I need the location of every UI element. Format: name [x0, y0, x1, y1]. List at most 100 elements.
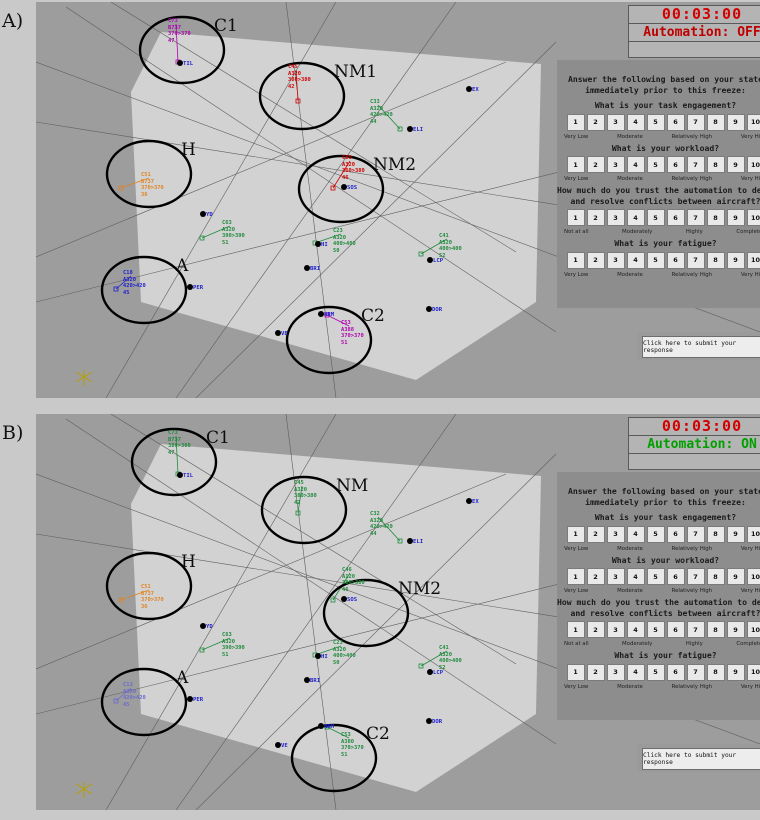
rating-option-7[interactable]: 7: [686, 525, 705, 543]
rating-option-7[interactable]: 7: [686, 156, 705, 174]
aircraft-datablock[interactable]: C23 A320 400>400 50: [333, 640, 356, 666]
waypoint-label-eli[interactable]: ELI: [413, 539, 424, 545]
waypoint-label-bri[interactable]: BRI: [310, 266, 321, 272]
submit-response-button[interactable]: Click here to submit your response: [642, 748, 760, 770]
rating-option-5[interactable]: 5: [646, 156, 665, 174]
rating-option-2[interactable]: 2: [586, 525, 605, 543]
rating-option-8[interactable]: 8: [706, 156, 725, 174]
rating-option-5[interactable]: 5: [646, 663, 665, 681]
rating-option-6[interactable]: 6: [666, 113, 685, 131]
rating-option-10[interactable]: 10: [746, 525, 760, 543]
rating-option-6[interactable]: 6: [666, 621, 685, 639]
aircraft-datablock[interactable]: C32 A320 420>420 44: [370, 511, 393, 537]
rating-option-7[interactable]: 7: [686, 113, 705, 131]
rating-option-4[interactable]: 4: [626, 568, 645, 586]
aircraft-datablock[interactable]: C53 A380 370>370 51: [341, 732, 364, 758]
rating-option-3[interactable]: 3: [606, 209, 625, 227]
rating-option-1[interactable]: 1: [566, 621, 585, 639]
aircraft-datablock[interactable]: C46 A120 380>380 46: [342, 567, 365, 593]
radar-scope[interactable]: C1 NM1 H NM2 A C2 C73 B737 370>370 47 C45 A320 …: [36, 2, 760, 398]
rating-option-9[interactable]: 9: [726, 156, 745, 174]
aircraft-datablock[interactable]: C51 B737 370>370 36: [141, 172, 164, 198]
aircraft-datablock[interactable]: C23 A320 400>400 50: [333, 228, 356, 254]
rating-option-9[interactable]: 9: [726, 113, 745, 131]
rating-option-6[interactable]: 6: [666, 251, 685, 269]
rating-option-10[interactable]: 10: [746, 663, 760, 681]
rating-option-5[interactable]: 5: [646, 209, 665, 227]
rating-option-8[interactable]: 8: [706, 621, 725, 639]
rating-option-9[interactable]: 9: [726, 525, 745, 543]
waypoint-label-ex[interactable]: EX: [472, 499, 479, 505]
waypoint-label-nrm[interactable]: NRM: [324, 724, 335, 730]
rating-option-3[interactable]: 3: [606, 568, 625, 586]
rating-option-8[interactable]: 8: [706, 113, 725, 131]
rating-option-2[interactable]: 2: [586, 621, 605, 639]
waypoint-label-sos[interactable]: SOS: [347, 185, 358, 191]
rating-option-4[interactable]: 4: [626, 156, 645, 174]
rating-option-7[interactable]: 7: [686, 568, 705, 586]
waypoint-label-eli[interactable]: ELI: [413, 127, 424, 133]
rating-option-5[interactable]: 5: [646, 113, 665, 131]
rating-option-7[interactable]: 7: [686, 621, 705, 639]
rating-option-9[interactable]: 9: [726, 621, 745, 639]
rating-option-2[interactable]: 2: [586, 251, 605, 269]
rating-option-1[interactable]: 1: [566, 663, 585, 681]
rating-option-1[interactable]: 1: [566, 525, 585, 543]
aircraft-datablock[interactable]: C41 A320 400>400 52: [439, 233, 462, 259]
rating-option-4[interactable]: 4: [626, 621, 645, 639]
rating-option-8[interactable]: 8: [706, 663, 725, 681]
rating-option-2[interactable]: 2: [586, 568, 605, 586]
rating-option-8[interactable]: 8: [706, 568, 725, 586]
aircraft-datablock[interactable]: C80 A320 360>380 46: [342, 155, 365, 181]
waypoint-label-yd[interactable]: YD: [206, 624, 213, 630]
waypoint-label-ve[interactable]: VE: [281, 743, 288, 749]
rating-option-7[interactable]: 7: [686, 251, 705, 269]
aircraft-datablock[interactable]: C41 A320 400>400 52: [439, 645, 462, 671]
rating-option-8[interactable]: 8: [706, 209, 725, 227]
rating-option-6[interactable]: 6: [666, 568, 685, 586]
rating-option-9[interactable]: 9: [726, 209, 745, 227]
rating-option-6[interactable]: 6: [666, 663, 685, 681]
waypoint-label-per[interactable]: PER: [193, 697, 204, 703]
rating-option-5[interactable]: 5: [646, 568, 665, 586]
waypoint-label-dor[interactable]: DOR: [432, 719, 443, 725]
rating-option-4[interactable]: 4: [626, 663, 645, 681]
waypoint-label-ex[interactable]: EX: [472, 87, 479, 93]
aircraft-datablock[interactable]: C18 A320 420>420 45: [123, 270, 146, 296]
rating-option-3[interactable]: 3: [606, 663, 625, 681]
aircraft-datablock[interactable]: C45 A320 380>380 42: [294, 480, 317, 506]
rating-option-1[interactable]: 1: [566, 156, 585, 174]
rating-option-1[interactable]: 1: [566, 251, 585, 269]
rating-option-7[interactable]: 7: [686, 663, 705, 681]
rating-option-4[interactable]: 4: [626, 113, 645, 131]
aircraft-datablock[interactable]: C13 A320 420>420 45: [123, 682, 146, 708]
rating-option-10[interactable]: 10: [746, 113, 760, 131]
rating-option-3[interactable]: 3: [606, 113, 625, 131]
rating-option-6[interactable]: 6: [666, 209, 685, 227]
aircraft-datablock[interactable]: C73 B737 370>370 47: [168, 18, 191, 44]
rating-option-10[interactable]: 10: [746, 209, 760, 227]
rating-option-6[interactable]: 6: [666, 525, 685, 543]
rating-option-9[interactable]: 9: [726, 251, 745, 269]
rating-option-1[interactable]: 1: [566, 568, 585, 586]
waypoint-label-lcp[interactable]: LCP: [433, 258, 444, 264]
aircraft-datablock[interactable]: C33 A320 420>420 44: [370, 99, 393, 125]
rating-option-5[interactable]: 5: [646, 251, 665, 269]
submit-response-button[interactable]: Click here to submit your response: [642, 336, 760, 358]
aircraft-datablock[interactable]: C63 A320 390>390 51: [222, 632, 245, 658]
waypoint-label-bri[interactable]: BRI: [310, 678, 321, 684]
radar-scope[interactable]: C1 NM H NM2 A C2 C73 B737 380>380 47 C45 A320 3…: [36, 414, 760, 810]
rating-option-9[interactable]: 9: [726, 663, 745, 681]
rating-option-3[interactable]: 3: [606, 251, 625, 269]
aircraft-datablock[interactable]: C53 A388 370>370 51: [341, 320, 364, 346]
rating-option-4[interactable]: 4: [626, 209, 645, 227]
rating-option-8[interactable]: 8: [706, 251, 725, 269]
rating-option-4[interactable]: 4: [626, 251, 645, 269]
rating-option-2[interactable]: 2: [586, 156, 605, 174]
waypoint-label-til[interactable]: TIL: [183, 61, 194, 67]
rating-option-7[interactable]: 7: [686, 209, 705, 227]
waypoint-label-til[interactable]: TIL: [183, 473, 194, 479]
waypoint-label-lcp[interactable]: LCP: [433, 670, 444, 676]
rating-option-10[interactable]: 10: [746, 251, 760, 269]
rating-option-3[interactable]: 3: [606, 525, 625, 543]
